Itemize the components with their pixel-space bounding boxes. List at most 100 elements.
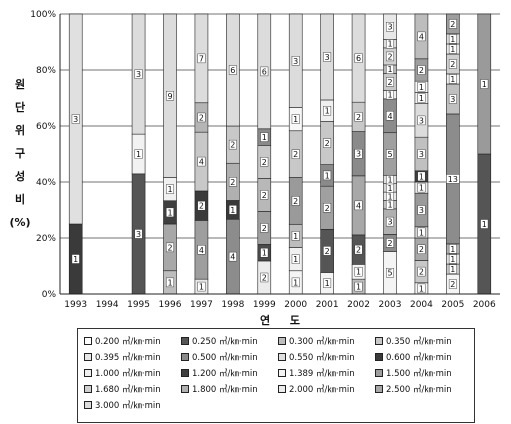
bar-segment-label: 3	[136, 230, 141, 239]
legend-item: 1.389 ㎥/㎞·min	[278, 367, 355, 379]
legend-swatch	[375, 337, 383, 345]
legend-item: 0.200 ㎥/㎞·min	[84, 335, 161, 347]
bar-segment-label: 1	[325, 279, 330, 288]
x-tick-label: 1995	[127, 300, 150, 310]
bar-segment-label: 1	[356, 268, 361, 277]
bar-segment-label: 2	[419, 245, 424, 254]
legend-item: 1.500 ㎥/㎞·min	[375, 367, 452, 379]
x-tick-label: 1997	[190, 300, 213, 310]
bar-segment-label-box	[228, 251, 237, 262]
bar-segment-label-box	[166, 277, 174, 288]
bar-segment-label-box	[291, 196, 300, 206]
y-axis-title-char: 단	[15, 100, 25, 114]
bar-segment-label: 3	[356, 150, 361, 159]
y-axis-title-char: 구	[15, 147, 25, 160]
bar-segment-label-box	[134, 149, 143, 159]
bar-segment-label: 1	[262, 133, 267, 142]
bar-segment-label: 5	[387, 150, 392, 159]
bar-segment-label: 2	[356, 113, 361, 122]
bar-segment-label: 2	[230, 141, 235, 150]
bar-segment-label: 4	[230, 253, 235, 262]
bar-segment-label-box	[417, 171, 426, 182]
legend-item: 0.350 ㎥/㎞·min	[375, 335, 452, 347]
x-tick-label: 1998	[221, 300, 244, 310]
x-axis-title: 연 도	[260, 313, 308, 327]
bar-segment-label-box	[197, 245, 206, 255]
bar-segment-label: 1	[230, 206, 235, 215]
y-tick-label: 60%	[36, 122, 56, 132]
bar-segment-label-box	[197, 112, 206, 123]
bar-segment-label-box	[228, 65, 237, 75]
bar-segment-label-box	[323, 138, 332, 148]
bar-segment-label: 1	[419, 172, 424, 181]
legend-item: 0.550 ㎥/㎞·min	[278, 351, 355, 363]
x-tick-label: 2003	[379, 300, 402, 310]
legend-swatch	[84, 369, 92, 377]
bar-segment-label: 6	[230, 66, 235, 75]
bar-segment-label-box	[448, 59, 457, 69]
bar-segment-label: 1	[450, 35, 455, 44]
legend: 0.200 ㎥/㎞·min 0.250 ㎥/㎞·min 0.300 ㎥/㎞·min 0…	[77, 328, 475, 423]
bar-segment-label: 1	[167, 185, 172, 194]
bar-segment-label: 2	[262, 224, 267, 233]
bar-segment-label-box	[386, 111, 394, 121]
legend-label: 2.000 ㎥/㎞·min	[289, 385, 355, 395]
bar-segment-label: 4	[419, 32, 424, 41]
bar-segment-label: 2	[450, 60, 455, 69]
bar-segment-label-box	[323, 203, 332, 213]
bar-segment-label: 3	[419, 206, 424, 215]
y-tick-label: 40%	[36, 178, 56, 188]
bar-segment-label: 3	[387, 218, 392, 227]
bar-segment-label: 1	[73, 255, 78, 264]
bar-segment-label: 2	[262, 273, 267, 282]
bar-segment-label-box	[71, 254, 80, 264]
x-tick-label: 1999	[253, 300, 276, 310]
bar-segment-label: 1	[450, 255, 455, 264]
bar-segment-label: 6	[356, 54, 361, 63]
bar-segment-label-box	[386, 216, 394, 227]
bar-segment-label: 2	[450, 280, 455, 289]
bar-segment-label-box	[448, 279, 457, 289]
bar-segment-label-box	[448, 44, 457, 54]
bar-segment-label-box	[260, 223, 269, 233]
bar-segment-label-box	[291, 277, 300, 288]
y-tick-label: 0%	[42, 290, 57, 300]
bar-segment-label: 13	[448, 175, 458, 184]
legend-swatch	[375, 353, 383, 361]
bar-segment-label-box	[448, 254, 457, 264]
bar-segment-label-box	[260, 190, 269, 200]
bar-segment-label-box	[354, 149, 363, 159]
legend-item: 1.000 ㎥/㎞·min	[84, 367, 161, 379]
bar-segment-label-box	[197, 281, 206, 292]
bar-segment-label-box	[417, 227, 426, 238]
x-tick-label: 2001	[316, 300, 339, 310]
bar-segment-label: 1	[450, 245, 455, 254]
bar-segment-label: 9	[167, 92, 172, 101]
bar-segment-label-box	[354, 244, 363, 255]
bar-segment-label: 4	[199, 158, 204, 167]
bar-segment-label-box	[291, 114, 300, 124]
gridlines	[60, 13, 500, 295]
bar-segment-label: 1	[167, 278, 172, 287]
bar-segment-label: 2	[262, 158, 267, 167]
bar-segment-label-box	[417, 149, 426, 159]
bar-segment-label-box	[260, 247, 269, 258]
bar-segment-label: 1	[356, 283, 361, 292]
bar-segment-label-box	[291, 231, 300, 241]
bar-segment-label-box	[197, 156, 206, 167]
bar-segment-label: 1	[387, 40, 392, 49]
bar-segment-label-box	[166, 242, 174, 253]
y-axis-title-char: 비	[15, 192, 25, 206]
legend-item: 1.680 ㎥/㎞·min	[84, 383, 161, 395]
bar-segment-label-box	[448, 244, 457, 254]
bar-segment-label: 3	[450, 95, 455, 104]
bar-segment-label-box	[228, 139, 237, 150]
legend-swatch	[84, 337, 92, 345]
x-tick-label: 2004	[410, 300, 433, 310]
x-tick-label: 2006	[473, 300, 496, 310]
bar-segment-label: 2	[325, 139, 330, 148]
bar-segment-label: 1	[387, 192, 392, 201]
legend-item: 0.395 ㎥/㎞·min	[84, 351, 161, 363]
bar-segment-label-box	[260, 66, 269, 77]
